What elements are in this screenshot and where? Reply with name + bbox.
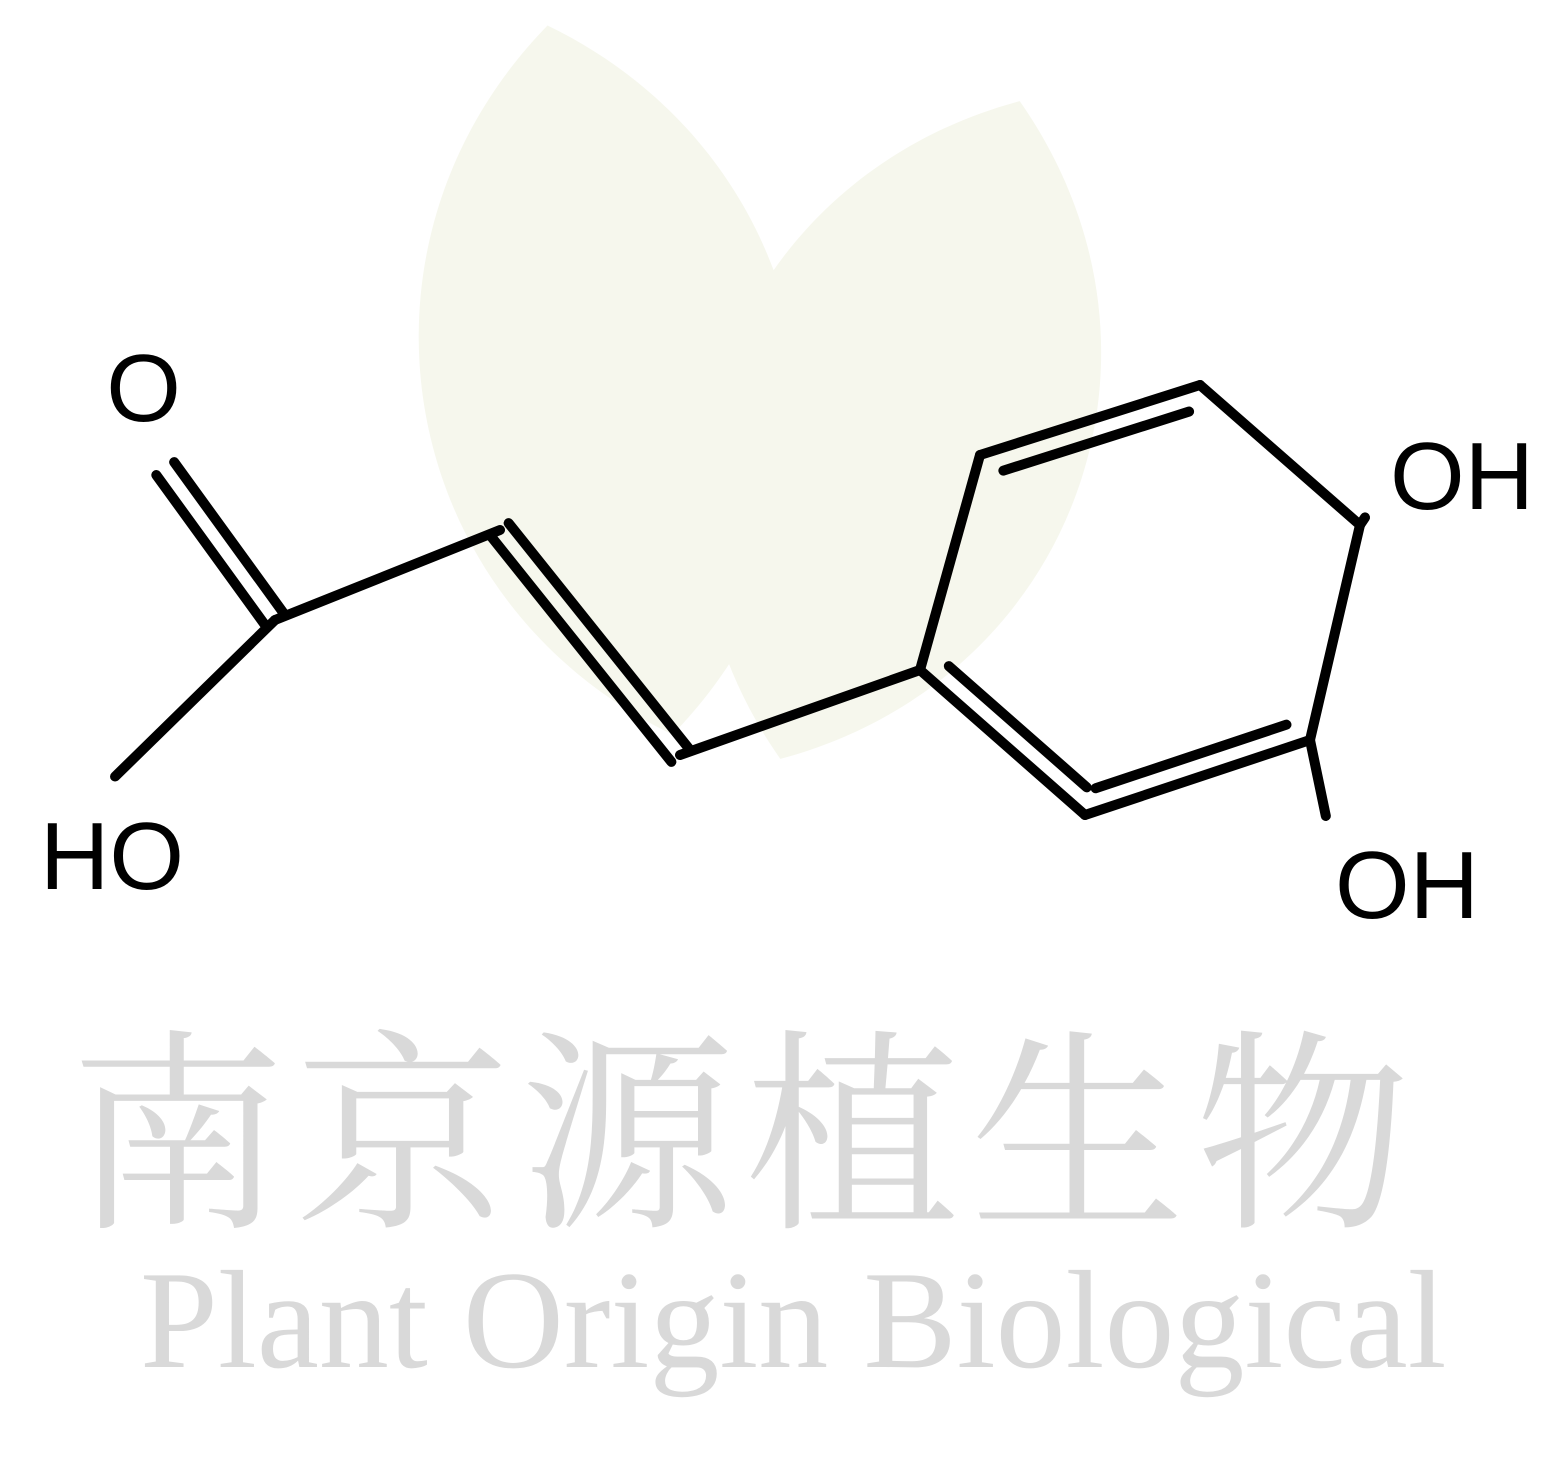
atom-label-O_top: O	[106, 334, 181, 444]
atom-label-OH_top: OH	[1390, 422, 1534, 532]
molecule-bonds	[0, 0, 1541, 1465]
figure-stage: { "canvas": { "width": 1541, "height": 1…	[0, 0, 1541, 1465]
atom-label-HO_bot: HO	[40, 802, 184, 912]
atom-label-OH_bot: OH	[1335, 831, 1479, 941]
